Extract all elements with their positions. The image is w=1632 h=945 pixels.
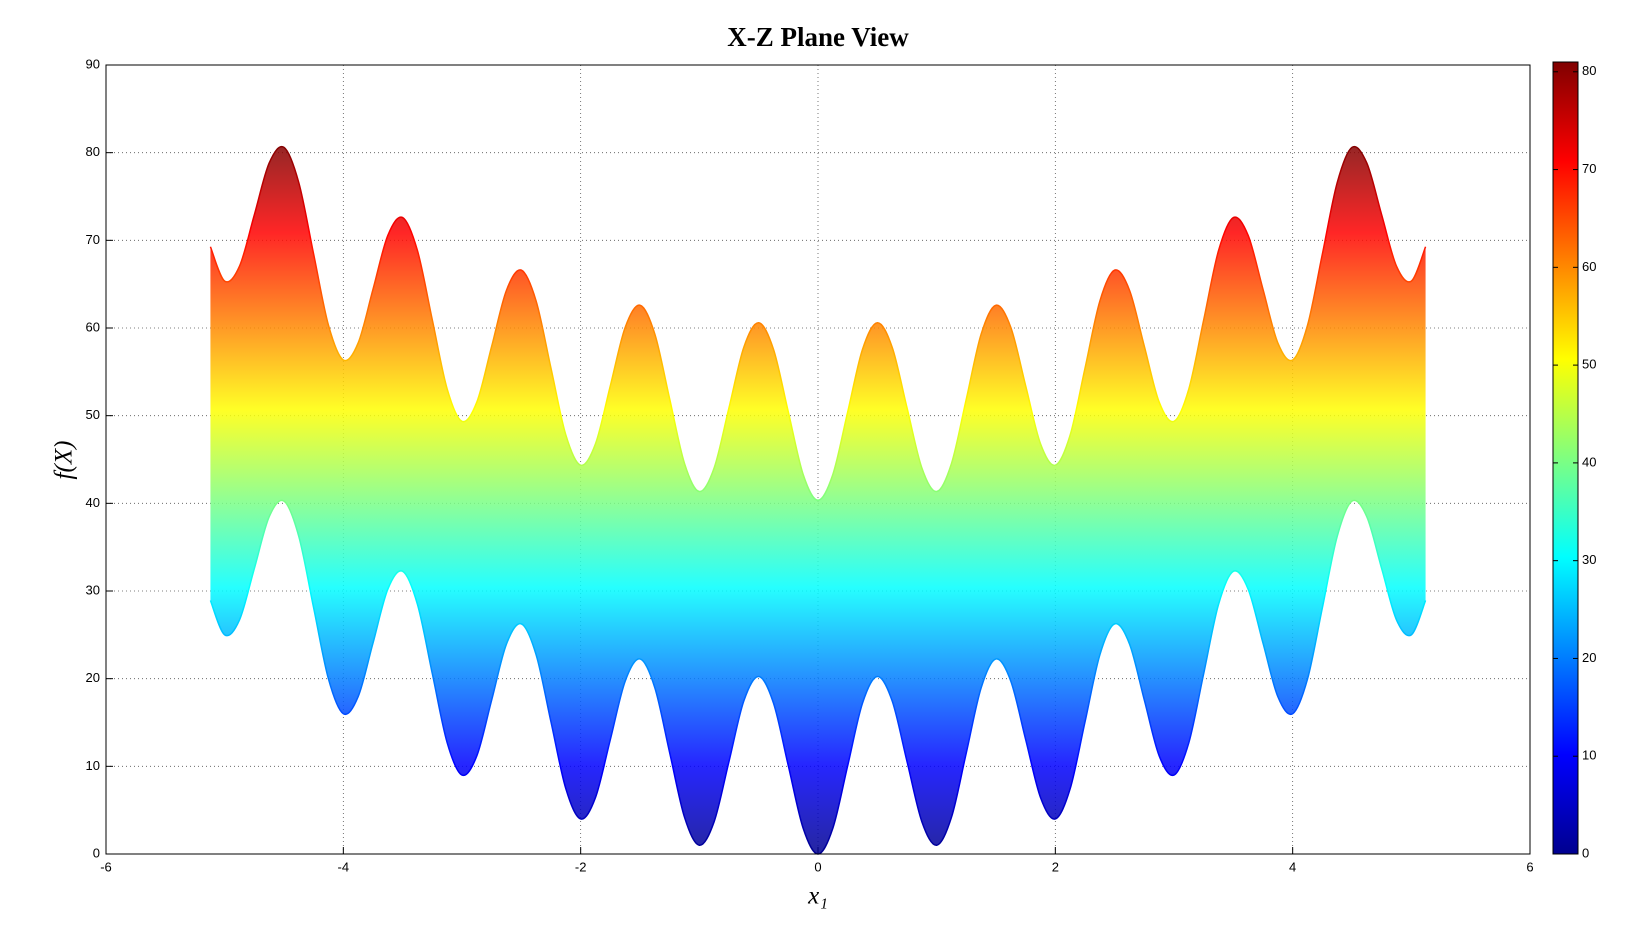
- x-tick-label: 0: [814, 859, 821, 874]
- x-tick-label: 4: [1289, 859, 1296, 874]
- colorbar-tick-label: 80: [1582, 63, 1596, 78]
- y-tick-label: 70: [86, 232, 100, 247]
- x-tick-label: 2: [1052, 859, 1059, 874]
- colorbar-tick-label: 10: [1582, 748, 1596, 763]
- colorbar-tick-label: 60: [1582, 259, 1596, 274]
- x-tick-label: 6: [1526, 859, 1533, 874]
- colorbar-tick-label: 70: [1582, 161, 1596, 176]
- y-tick-label: 20: [86, 670, 100, 685]
- x-tick-label: -2: [575, 859, 587, 874]
- y-tick-label: 10: [86, 758, 100, 773]
- y-axis-label: f(X): [51, 441, 78, 480]
- y-tick-label: 60: [86, 319, 100, 334]
- colorbar-tick-label: 0: [1582, 845, 1589, 860]
- y-tick-label: 40: [86, 495, 100, 510]
- colorbar-tick-label: 30: [1582, 552, 1596, 567]
- x-tick-label: -6: [100, 859, 112, 874]
- x-axis-label: x₁: [807, 883, 828, 910]
- colorbar-tick-label: 20: [1582, 650, 1596, 665]
- axes-frame: [105, 64, 1531, 855]
- colorbar-tick-label: 40: [1582, 454, 1596, 469]
- y-tick-label: 30: [86, 582, 100, 597]
- y-tick-label: 50: [86, 407, 100, 422]
- y-tick-label: 80: [86, 144, 100, 159]
- y-tick-label: 0: [93, 845, 100, 860]
- chart-title: X-Z Plane View: [727, 22, 909, 52]
- upper-envelope: [209, 145, 1427, 502]
- colorbar-tick-label: 50: [1582, 357, 1596, 372]
- colorbar: [1552, 61, 1579, 855]
- x-tick-label: -4: [338, 859, 350, 874]
- y-tick-label: 90: [86, 56, 100, 71]
